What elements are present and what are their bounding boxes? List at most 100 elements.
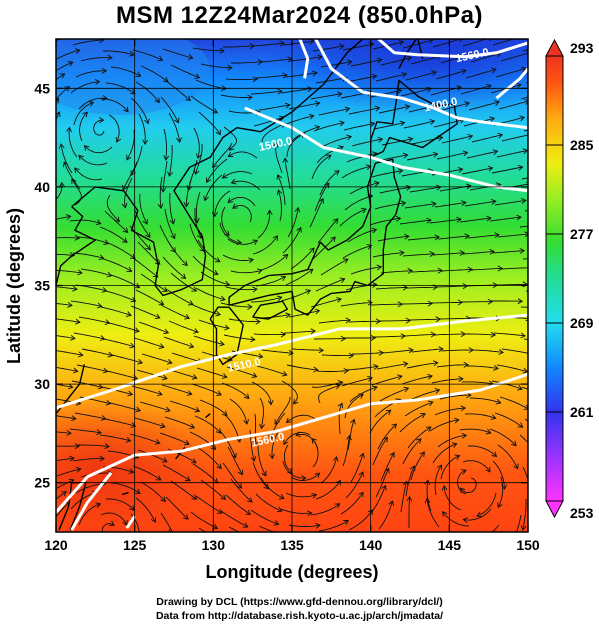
streamline [342,43,374,51]
streamline [258,104,290,111]
streamline-arrow [191,286,198,292]
streamline-arrow [272,141,279,148]
streamline [369,217,401,226]
streamline [189,223,205,252]
streamline-arrow [382,436,388,443]
streamline [519,225,528,228]
streamline-arrow [494,100,500,106]
streamline-arrow [524,99,528,105]
contour-line [56,372,528,514]
streamline-arrow [487,165,494,172]
streamline [351,138,383,147]
streamline [402,438,422,465]
streamline-arrow [399,249,405,256]
streamline [78,155,108,166]
streamline [131,385,163,395]
streamline [434,201,466,208]
streamline-arrow [513,463,519,470]
streamline [348,509,373,531]
streamline [194,207,202,239]
streamline [409,389,440,401]
streamline-arrow [490,331,497,338]
contour-line [125,515,136,529]
streamline [320,61,352,68]
streamline [56,61,73,72]
streamline [339,208,367,227]
coastline [56,206,96,286]
streamline [318,384,340,404]
streamline [404,203,436,209]
streamline [342,435,351,467]
streamline [377,423,397,450]
streamline-arrow [224,324,230,331]
streamline-arrow [457,166,464,173]
streamline-arrow [427,400,434,407]
streamline-arrow [170,233,176,240]
streamline-arrow [431,201,437,208]
streamline [282,40,314,46]
streamline-arrow [346,434,352,441]
streamline [400,481,408,513]
streamline [315,77,347,84]
streamline-arrow [72,285,78,292]
streamline [467,234,500,239]
streamline [222,462,242,489]
streamline-arrow [130,422,137,428]
streamline-arrow [187,54,194,60]
streamline [229,398,248,425]
streamline-arrow [69,455,75,462]
streamline [496,149,528,158]
x-tick-label: 135 [280,537,304,553]
streamline [285,72,317,78]
streamline [319,170,340,196]
streamline-arrow [517,422,524,428]
streamline [80,57,112,62]
streamline [260,477,285,499]
streamline [163,336,194,348]
streamline-arrow [438,346,444,353]
streamline-arrow [339,120,345,127]
streamline-arrow [280,275,287,282]
streamline-arrow [126,266,133,272]
streamline [410,55,442,65]
streamline-arrow [350,418,356,425]
streamline [56,468,81,477]
streamline [437,235,470,240]
streamline-arrow [276,174,283,180]
streamline-arrow [163,328,170,335]
streamline-arrow [276,295,283,302]
streamline-arrow [517,298,524,305]
streamline [374,335,406,338]
streamline [250,296,282,303]
streamline [56,318,80,323]
streamline-arrow [463,361,469,368]
coastline [228,158,402,316]
streamline-arrow [137,358,144,365]
streamline [228,151,258,159]
streamline-arrow [285,312,291,319]
streamline-arrow [399,120,406,127]
streamline-arrow [83,145,90,151]
streamline [320,258,349,276]
streamline [435,70,467,80]
streamline [165,80,191,101]
streamline-arrow [154,97,160,104]
streamline [137,449,168,463]
streamline-arrow [166,358,173,365]
streamline-arrow [176,137,182,143]
streamline [189,431,216,450]
streamline [285,268,314,286]
streamline [311,438,319,468]
streamline-arrow [250,455,257,462]
streamline [282,227,302,254]
streamline-arrow [96,302,103,309]
streamline [379,320,411,322]
streamline-arrow [311,492,318,499]
streamline-arrow [346,59,353,66]
coastline [252,300,288,320]
streamline [192,47,225,52]
streamline-arrow [267,399,274,406]
streamline-arrow [306,510,313,517]
streamline-arrow [99,455,105,462]
